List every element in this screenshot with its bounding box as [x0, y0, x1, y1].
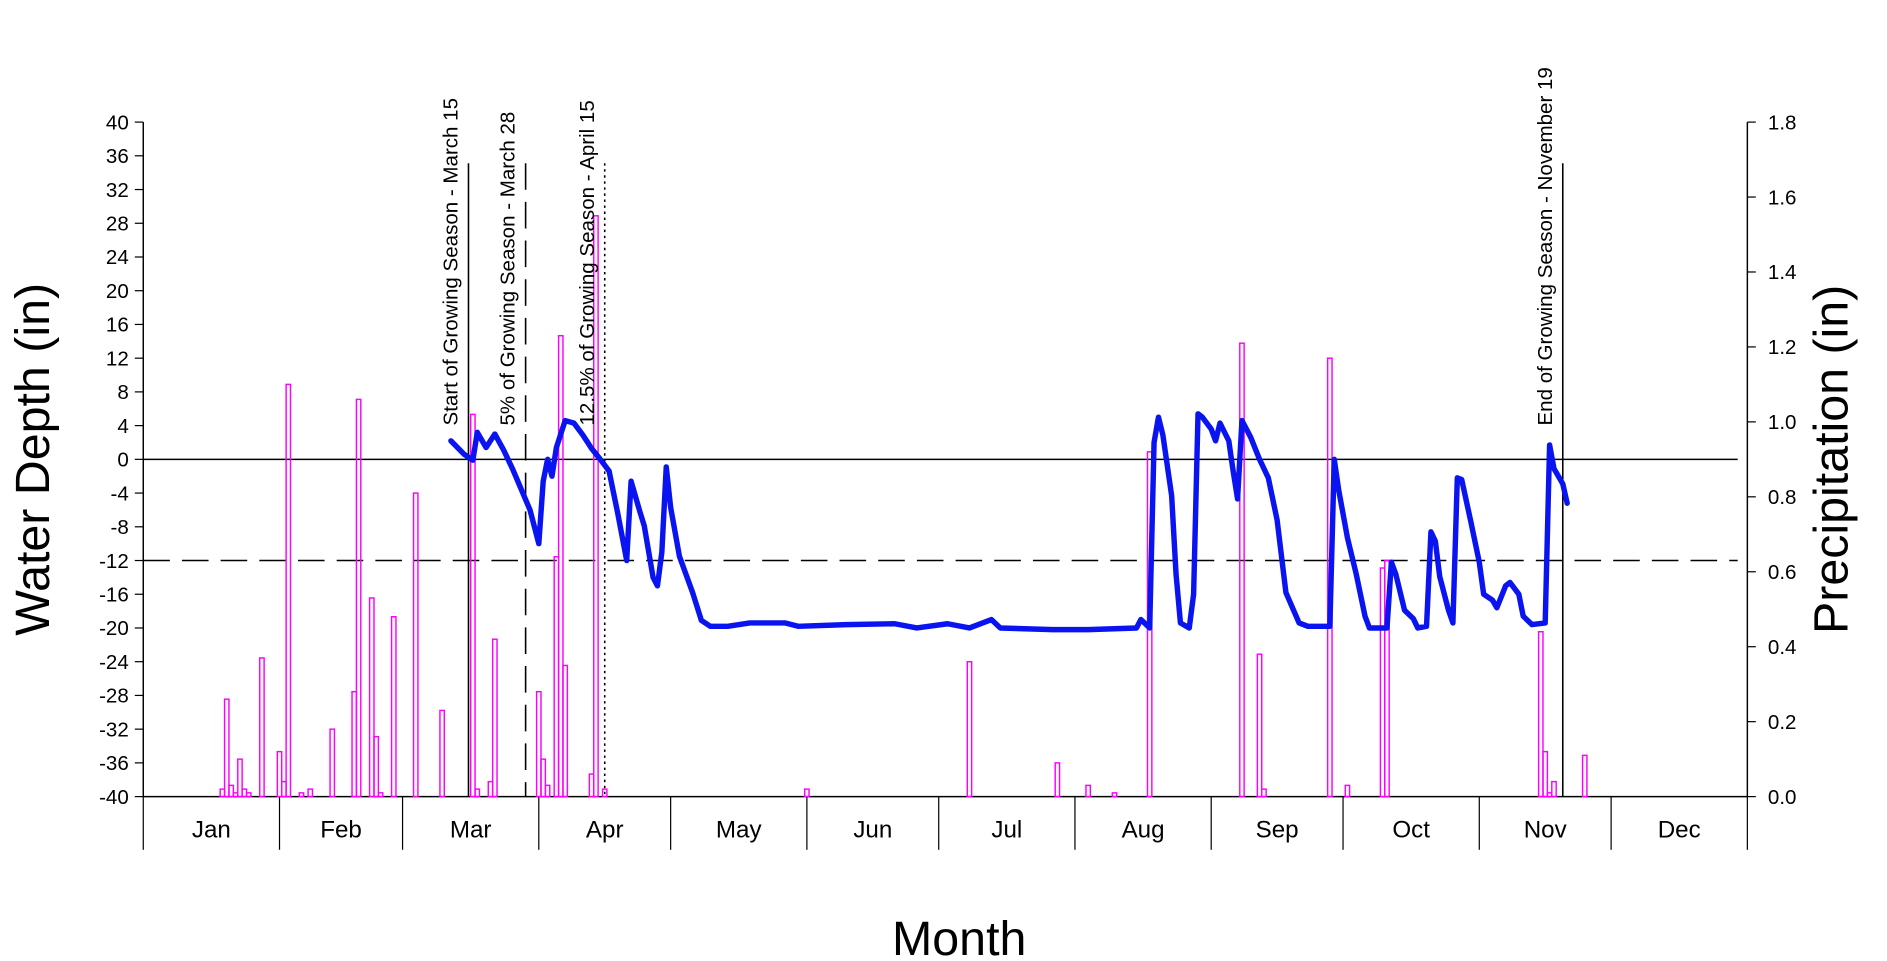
- y-tick-label: 12: [106, 347, 129, 370]
- y-tick-label: 20: [106, 280, 129, 303]
- precip-bar: [377, 792, 384, 798]
- y2-tick-label: 1.2: [1768, 336, 1797, 359]
- y2-tick-label: 1.6: [1768, 186, 1797, 209]
- season-marker-label: Start of Growing Season - March 15: [440, 98, 463, 426]
- precip-bar: [390, 616, 397, 798]
- y2-axis-title: Precipitation (in): [1805, 285, 1859, 634]
- y2-tick-label: 0.8: [1768, 486, 1797, 509]
- precip-bar: [298, 792, 305, 798]
- precip-bar: [1581, 754, 1588, 798]
- precip-bar: [601, 788, 608, 798]
- precip-bar: [276, 750, 283, 798]
- y-tick-label: -20: [99, 617, 129, 640]
- y-tick-label: -4: [110, 482, 128, 505]
- precip-bar: [803, 788, 810, 798]
- precip-bar: [593, 215, 599, 798]
- precip-bar: [469, 413, 476, 798]
- y-axis-title: Water Depth (in): [6, 283, 60, 636]
- precip-bar: [373, 735, 380, 798]
- precip-bar: [1344, 784, 1351, 798]
- precip-bar: [355, 398, 362, 798]
- y-tick-label: -8: [110, 516, 128, 539]
- precip-bar: [1085, 784, 1092, 798]
- precip-bar: [535, 690, 542, 798]
- x-axis-title: Month: [892, 912, 1026, 961]
- precip-bar: [474, 788, 481, 798]
- precip-bar: [439, 709, 446, 798]
- precip-bar: [1537, 630, 1544, 798]
- y-tick-label: 8: [117, 381, 128, 404]
- precip-bar: [544, 784, 551, 798]
- precip-bar: [285, 383, 292, 798]
- y2-tick-label: 0.2: [1768, 711, 1797, 734]
- x-tick-label: Nov: [1524, 817, 1567, 844]
- precip-bar: [1239, 342, 1245, 798]
- season-marker-label: 5% of Growing Season - March 28: [497, 112, 520, 426]
- precip-bar: [245, 792, 252, 798]
- precip-bar: [1551, 780, 1557, 798]
- y-tick-label: -16: [99, 584, 129, 607]
- x-tick-label: May: [716, 817, 763, 844]
- precip-bar: [491, 638, 498, 798]
- precip-bar: [259, 657, 265, 798]
- x-tick-label: Jul: [991, 817, 1022, 844]
- x-tick-label: Dec: [1658, 817, 1701, 844]
- precip-bar: [562, 664, 569, 798]
- y-tick-label: -36: [99, 752, 129, 775]
- y2-tick-label: 0.6: [1768, 561, 1797, 584]
- precip-bar: [1256, 653, 1263, 798]
- x-tick-label: Aug: [1122, 817, 1165, 844]
- y-tick-label: 4: [117, 415, 128, 438]
- water-depth-line: [448, 411, 1570, 633]
- x-tick-label: Sep: [1256, 817, 1299, 844]
- season-marker-label: 12.5% of Growing Season - April 15: [576, 100, 599, 425]
- x-tick-label: Jun: [853, 817, 892, 844]
- precip-bar: [368, 597, 375, 798]
- precip-bar: [1542, 750, 1549, 798]
- y-tick-label: 28: [106, 213, 129, 236]
- x-tick-label: Feb: [320, 817, 362, 844]
- y-tick-label: -24: [99, 651, 129, 674]
- precip-bar: [966, 660, 973, 798]
- y2-tick-label: 0.4: [1768, 636, 1797, 659]
- y2-tick-label: 0.0: [1768, 786, 1797, 809]
- y-tick-label: 16: [106, 314, 129, 337]
- precip-bar: [228, 784, 235, 798]
- y-tick-label: -12: [99, 550, 129, 573]
- precip-bar: [1054, 762, 1061, 798]
- precip-bar: [1261, 788, 1267, 798]
- y-tick-label: -28: [99, 685, 129, 708]
- x-tick-label: Jan: [192, 817, 231, 844]
- precip-bar: [1384, 559, 1390, 798]
- season-marker-label: End of Growing Season - November 19: [1534, 67, 1557, 425]
- precip-bar: [223, 698, 230, 798]
- y-tick-label: 40: [106, 111, 129, 134]
- precip-bar: [540, 758, 547, 798]
- precip-bar: [329, 728, 336, 798]
- y-tick-label: 32: [106, 179, 129, 202]
- y-tick-label: 24: [106, 246, 129, 269]
- y-tick-label: -32: [99, 718, 129, 741]
- precip-bar: [237, 758, 243, 798]
- x-tick-label: Mar: [450, 817, 492, 844]
- y2-tick-label: 1.0: [1768, 411, 1797, 434]
- precip-bar: [412, 492, 419, 798]
- precip-bar: [557, 334, 564, 798]
- y2-tick-label: 1.4: [1768, 261, 1797, 284]
- y-tick-label: 36: [106, 145, 129, 168]
- x-tick-label: Apr: [586, 817, 624, 844]
- precip-bar: [307, 788, 314, 798]
- y2-tick-label: 1.8: [1768, 111, 1797, 134]
- precip-bar: [1111, 792, 1118, 798]
- y-tick-label: -40: [99, 786, 129, 809]
- y-tick-label: 0: [117, 449, 128, 472]
- x-tick-label: Oct: [1392, 817, 1430, 844]
